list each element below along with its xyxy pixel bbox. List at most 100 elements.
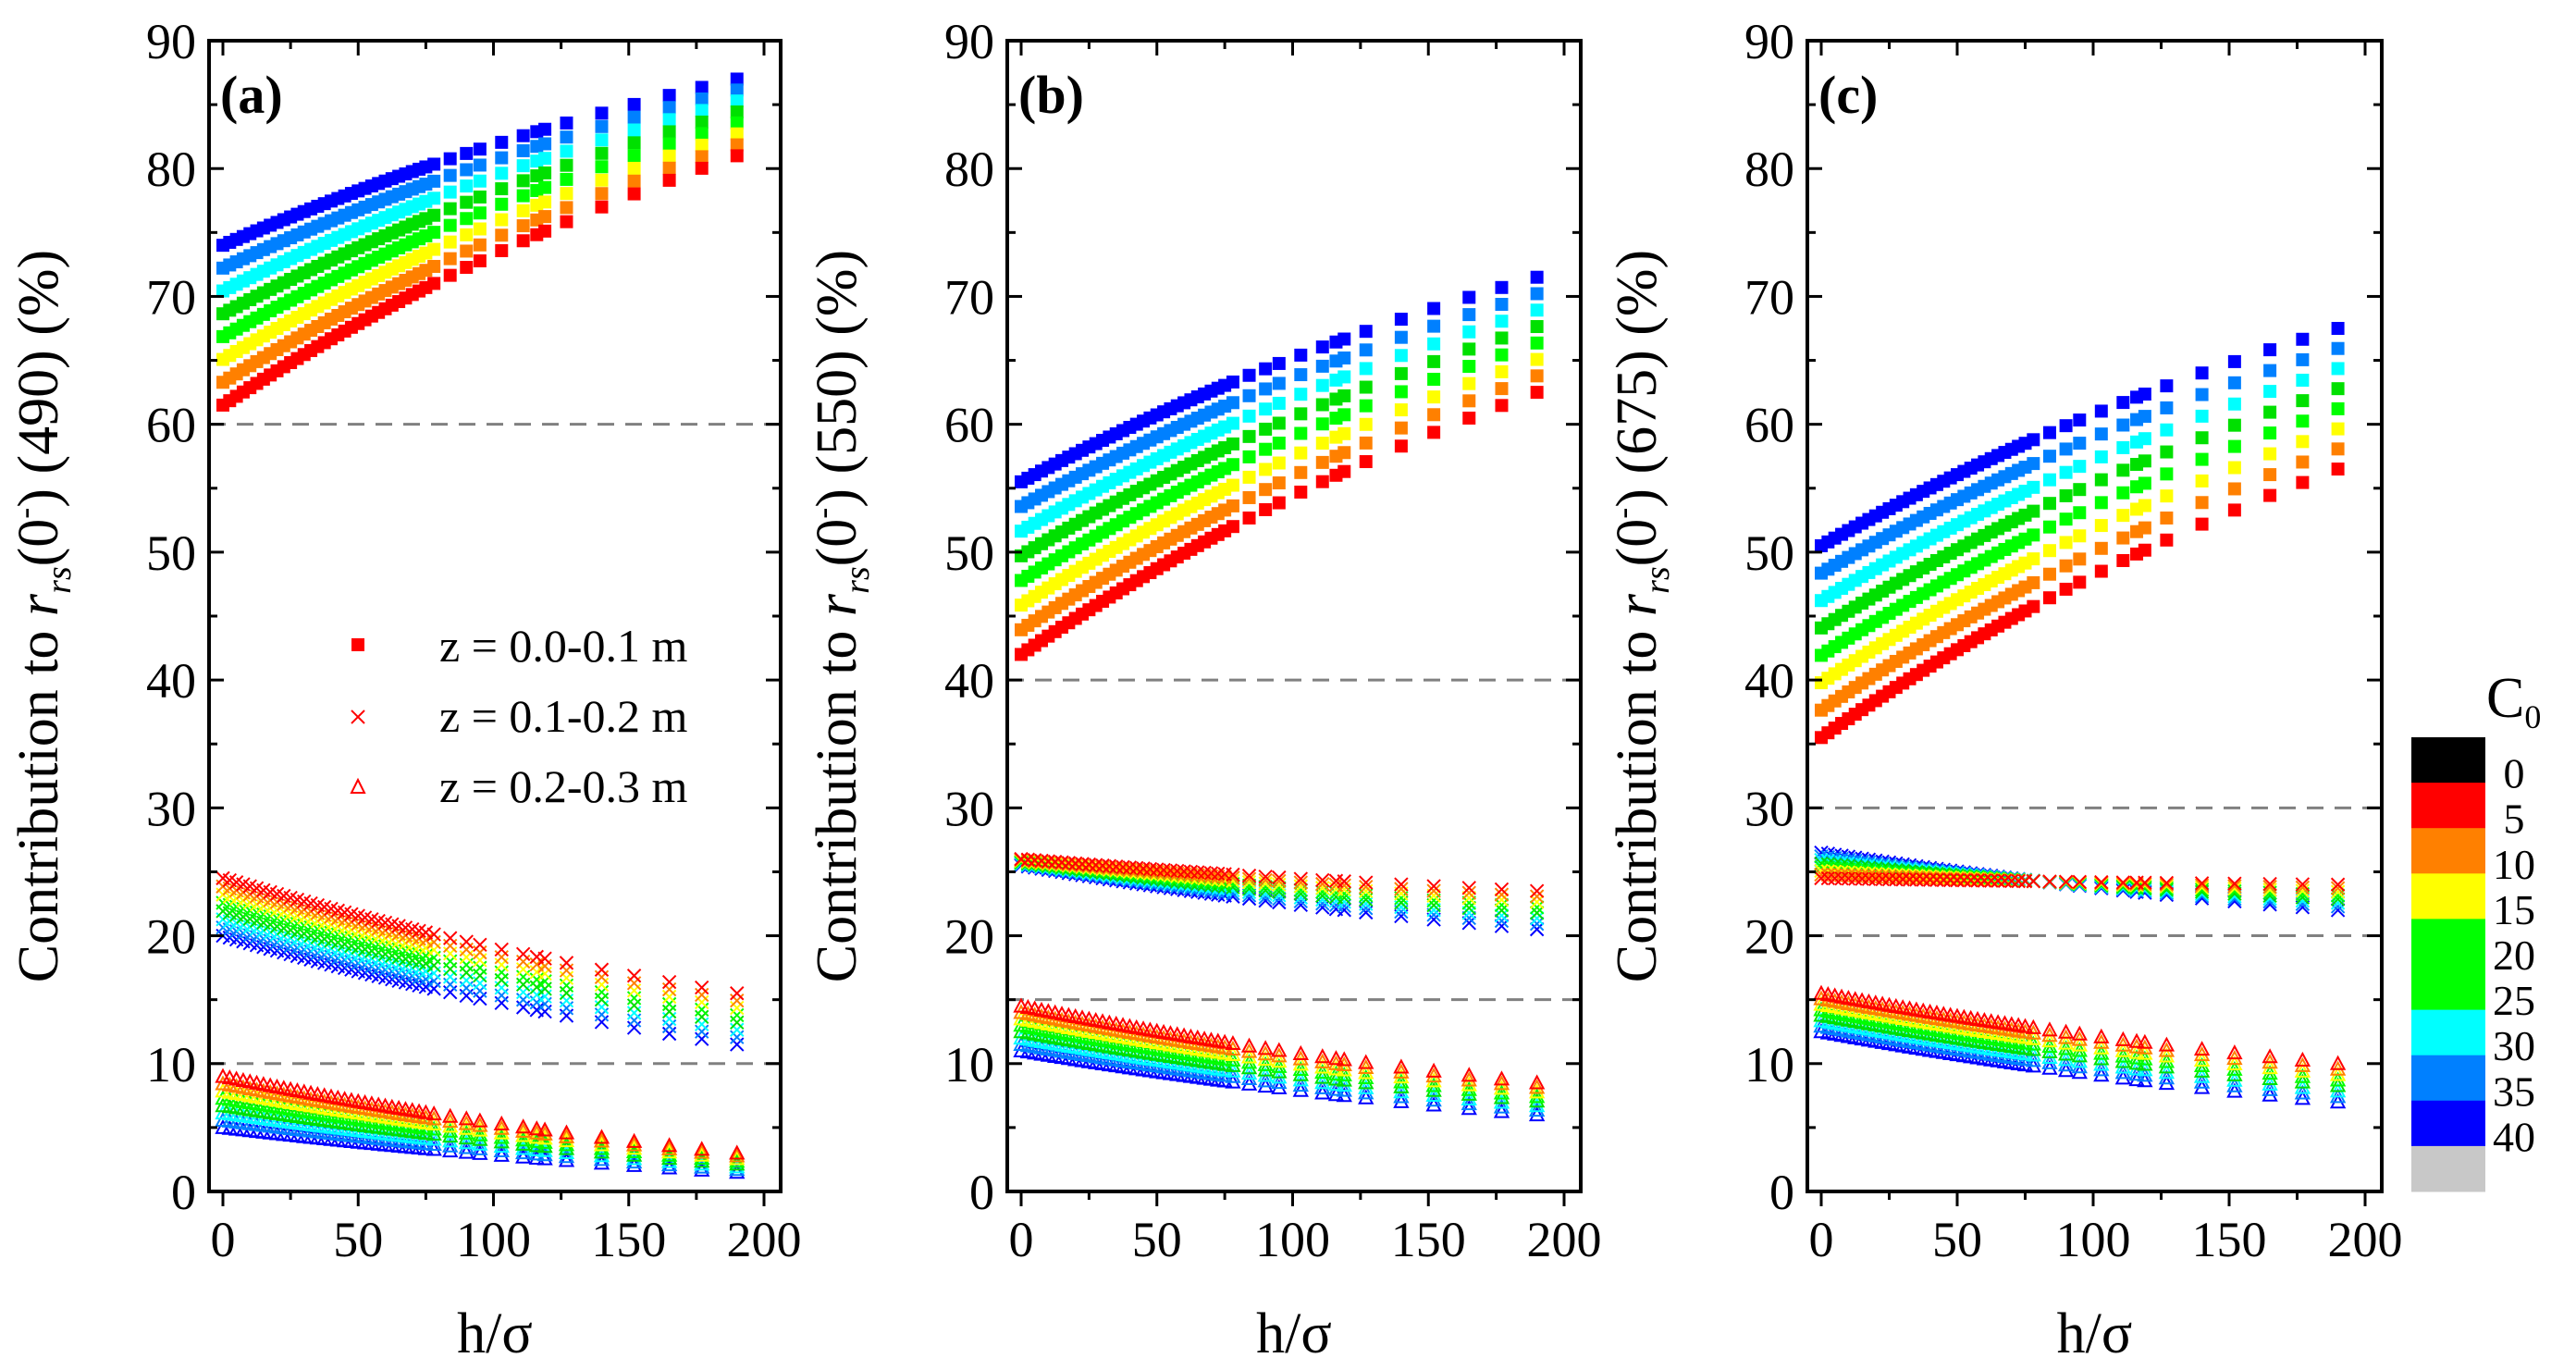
- data-point: [1462, 290, 1476, 304]
- data-point: [2331, 341, 2345, 355]
- data-point: [730, 116, 744, 130]
- data-point: [1461, 1076, 1477, 1092]
- data-point: [595, 173, 609, 187]
- data-point: [1226, 478, 1239, 492]
- data-point: [2138, 875, 2152, 890]
- data-point: [2262, 876, 2277, 892]
- data-point: [1929, 872, 1944, 888]
- data-point: [538, 195, 552, 209]
- data-point: [2094, 519, 2108, 533]
- data-point: [594, 1000, 610, 1015]
- data-point: [1814, 867, 1829, 882]
- data-point: [593, 1129, 610, 1144]
- data-point: [2296, 435, 2310, 449]
- data-point: [695, 994, 709, 1010]
- data-point: [1462, 308, 1476, 322]
- data-point: [1427, 390, 1441, 404]
- data-point: [1393, 1073, 1410, 1089]
- data-point: [594, 969, 610, 985]
- data-point: [2294, 1051, 2311, 1067]
- data-point: [515, 993, 531, 1007]
- data-point: [1529, 889, 1545, 904]
- data-point: [2027, 480, 2040, 494]
- data-point: [1102, 858, 1117, 873]
- data-point: [1242, 368, 1256, 382]
- data-point: [559, 985, 574, 1001]
- data-point: [1359, 879, 1374, 895]
- data-point: [1462, 360, 1476, 374]
- data-point: [538, 122, 552, 136]
- data-point: [595, 187, 609, 201]
- data-point: [730, 1000, 745, 1016]
- x-tick-label: 100: [2056, 1212, 2131, 1267]
- data-point: [1861, 871, 1877, 886]
- data-point: [1461, 906, 1476, 920]
- data-point: [1462, 325, 1476, 339]
- data-point: [1292, 1044, 1309, 1060]
- data-point: [2094, 404, 2108, 418]
- data-point: [593, 1143, 610, 1159]
- data-point: [662, 101, 676, 115]
- data-point: [1272, 895, 1287, 910]
- data-point: [538, 137, 552, 151]
- data-point: [1530, 336, 1544, 350]
- data-point: [2093, 1028, 2110, 1043]
- data-point: [695, 1024, 709, 1039]
- data-point: [662, 89, 676, 103]
- data-point: [1315, 437, 1329, 450]
- data-point: [1358, 1058, 1374, 1075]
- data-point: [595, 119, 609, 133]
- data-point: [2042, 874, 2057, 889]
- data-point: [472, 1126, 488, 1142]
- x-tick-label: 100: [1255, 1212, 1330, 1267]
- data-point: [1359, 399, 1373, 413]
- data-point: [494, 981, 509, 995]
- colorbar-label: 20: [2493, 932, 2535, 979]
- data-point: [2295, 877, 2311, 892]
- data-point: [1494, 908, 1510, 923]
- data-point: [516, 129, 530, 142]
- data-point: [493, 1133, 510, 1149]
- data-point: [593, 1136, 610, 1152]
- data-point: [2227, 482, 2241, 496]
- data-point: [1315, 340, 1329, 354]
- data-point: [495, 167, 509, 180]
- data-point: [443, 252, 457, 265]
- data-point: [1895, 872, 1910, 887]
- data-point: [1875, 871, 1890, 887]
- data-point: [1272, 396, 1286, 410]
- data-point: [1494, 882, 1510, 897]
- data-point: [536, 1138, 553, 1154]
- data-point: [1294, 465, 1308, 479]
- data-point: [2160, 533, 2174, 547]
- data-point: [2159, 882, 2175, 897]
- data-point: [495, 182, 509, 196]
- data-point: [729, 1144, 746, 1160]
- data-point: [1529, 921, 1545, 937]
- data-point: [1394, 421, 1408, 435]
- data-point: [593, 1147, 610, 1163]
- y-axis-label: Contribution to rrs(0-) (490) (%): [6, 250, 79, 982]
- data-point: [2042, 544, 2056, 558]
- data-point: [1427, 337, 1441, 351]
- data-point: [1494, 919, 1510, 933]
- data-point: [695, 138, 709, 152]
- data-point: [1394, 403, 1408, 417]
- legend-square-marker: [351, 638, 364, 651]
- data-point: [1841, 871, 1856, 886]
- legend: z = 0.0-0.1 m z = 0.1-0.2 m z = 0.2-0.3 …: [350, 620, 688, 812]
- data-point: [730, 72, 744, 86]
- data-point: [2042, 450, 2056, 463]
- data-point: [2059, 488, 2073, 502]
- data-point: [460, 261, 474, 275]
- data-point: [2094, 427, 2108, 441]
- data-point: [2195, 366, 2209, 380]
- data-point: [558, 1152, 575, 1167]
- y-tick-label: 30: [1744, 781, 1794, 836]
- data-point: [1315, 876, 1330, 892]
- data-point: [1427, 408, 1441, 422]
- data-point: [595, 146, 609, 160]
- x-tick-label: 200: [727, 1212, 802, 1267]
- data-point: [2263, 468, 2277, 482]
